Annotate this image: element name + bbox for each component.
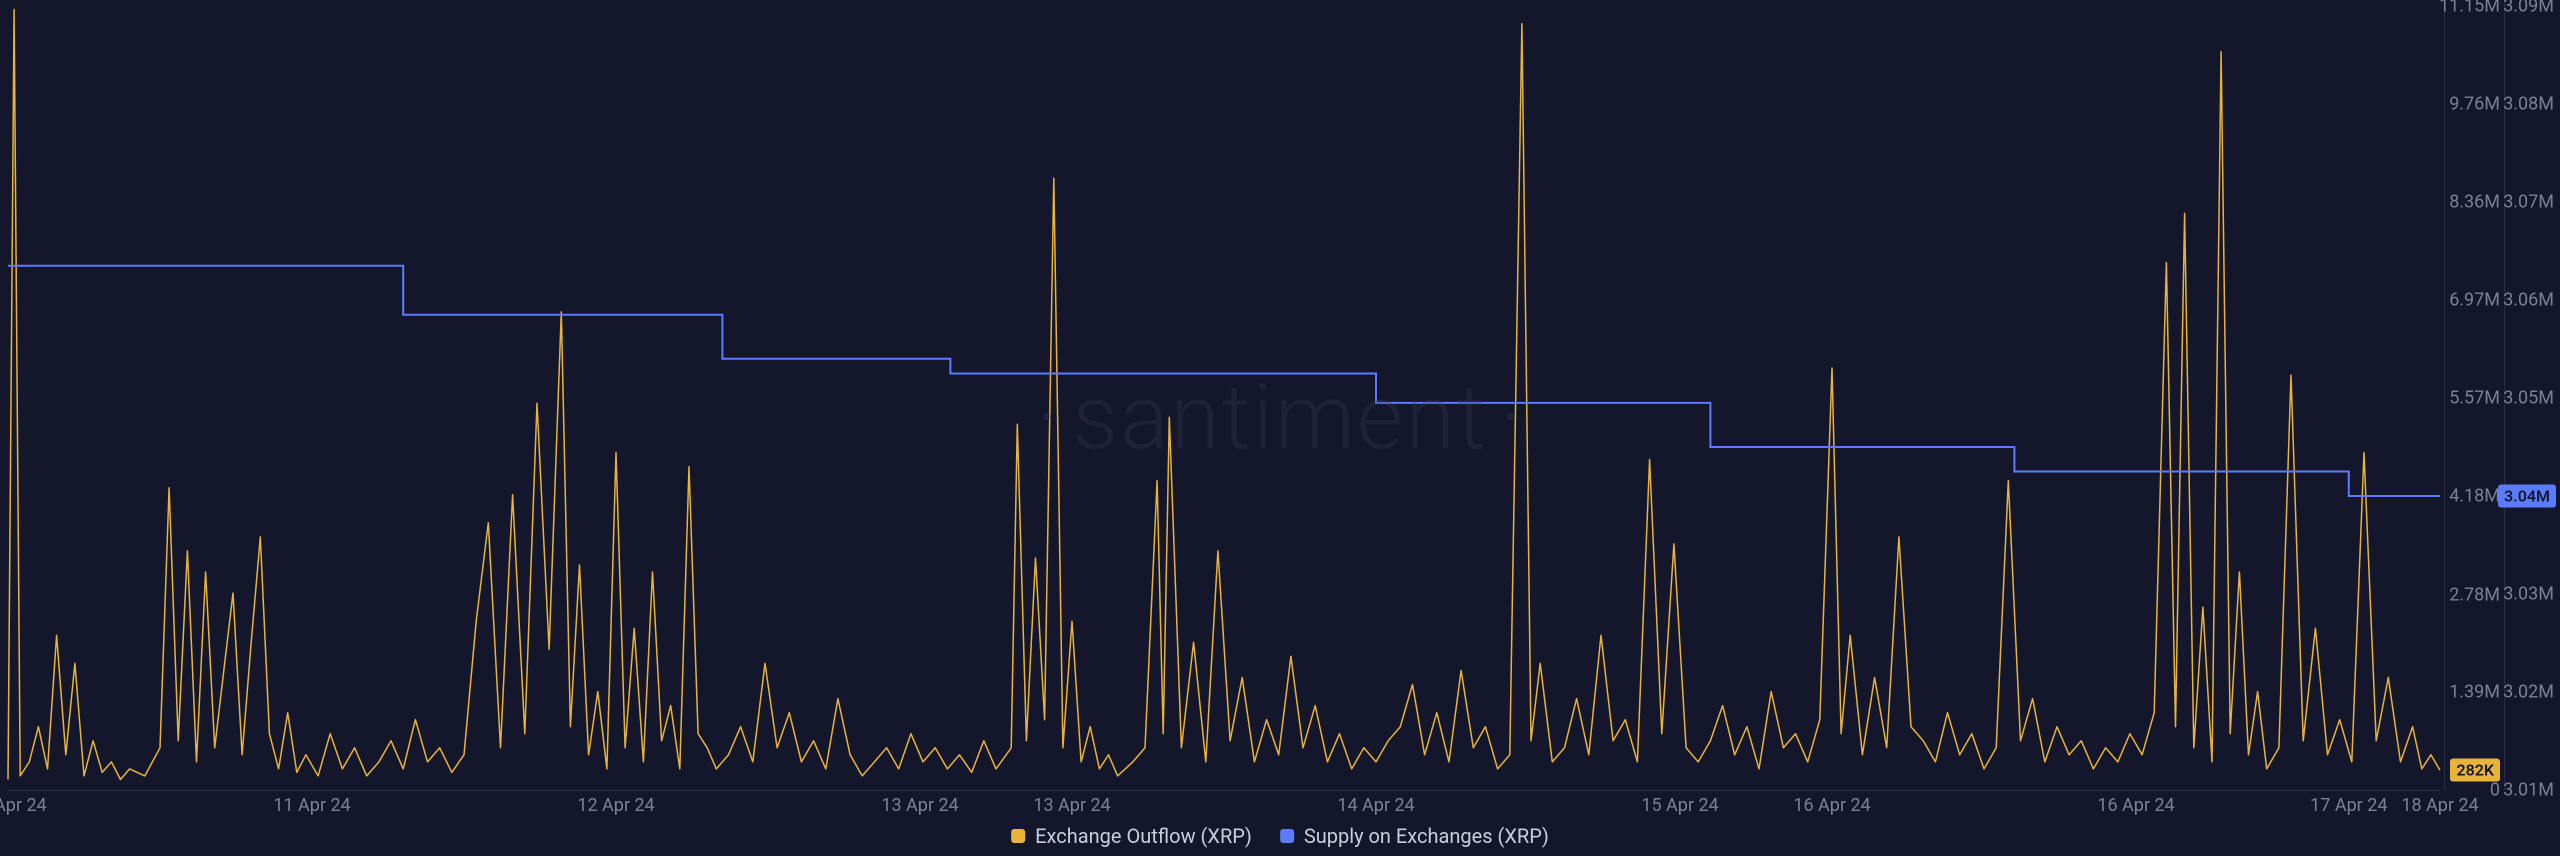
- supply-current-badge: 3.04M: [2498, 485, 2556, 508]
- x-tick-label: 13 Apr 24: [881, 795, 958, 816]
- x-tick-label: 18 Apr 24: [2401, 795, 2478, 816]
- y1-tick-label: 0: [2490, 780, 2500, 801]
- legend-label-outflow: Exchange Outflow (XRP): [1035, 824, 1252, 848]
- y1-tick-label: 9.76M: [2449, 93, 2500, 114]
- chart-svg: [0, 0, 2560, 856]
- x-tick-label: 16 Apr 24: [2097, 795, 2174, 816]
- y2-tick-label: 3.06M: [2503, 290, 2554, 311]
- x-tick-label: 15 Apr 24: [1641, 795, 1718, 816]
- y1-tick-label: 8.36M: [2449, 192, 2500, 213]
- x-tick-label: 12 Apr 24: [577, 795, 654, 816]
- x-tick-label: 13 Apr 24: [1033, 795, 1110, 816]
- y1-tick-label: 6.97M: [2449, 289, 2500, 310]
- y1-tick-label: 5.57M: [2449, 388, 2500, 409]
- x-tick-label: 11 Apr 24: [273, 795, 350, 816]
- y1-tick-label: 2.78M: [2449, 584, 2500, 605]
- axis-separator: [2444, 0, 2445, 790]
- x-tick-label: 14 Apr 24: [1337, 795, 1414, 816]
- legend-item-supply[interactable]: Supply on Exchanges (XRP): [1280, 824, 1549, 848]
- chart-container[interactable]: santiment Exchange Outflow (XRP) Supply …: [0, 0, 2560, 856]
- y2-tick-label: 3.02M: [2503, 682, 2554, 703]
- x-tick-label: 10 Apr 24: [0, 795, 47, 816]
- swatch-supply: [1280, 829, 1294, 843]
- y2-tick-label: 3.03M: [2503, 584, 2554, 605]
- legend-item-outflow[interactable]: Exchange Outflow (XRP): [1011, 824, 1252, 848]
- y1-tick-label: 4.18M: [2449, 486, 2500, 507]
- y2-tick-label: 3.09M: [2503, 0, 2554, 17]
- y1-tick-label: 1.39M: [2449, 682, 2500, 703]
- y2-tick-label: 3.05M: [2503, 388, 2554, 409]
- swatch-outflow: [1011, 829, 1025, 843]
- y2-tick-label: 3.07M: [2503, 192, 2554, 213]
- legend: Exchange Outflow (XRP) Supply on Exchang…: [1011, 824, 1549, 848]
- x-tick-label: 16 Apr 24: [1793, 795, 1870, 816]
- y1-tick-label: 11.15M: [2439, 0, 2500, 17]
- y2-tick-label: 3.08M: [2503, 94, 2554, 115]
- y2-tick-label: 3.01M: [2503, 780, 2554, 801]
- x-tick-label: 17 Apr 24: [2310, 795, 2387, 816]
- outflow-current-badge: 282K: [2450, 759, 2500, 782]
- legend-label-supply: Supply on Exchanges (XRP): [1304, 824, 1549, 848]
